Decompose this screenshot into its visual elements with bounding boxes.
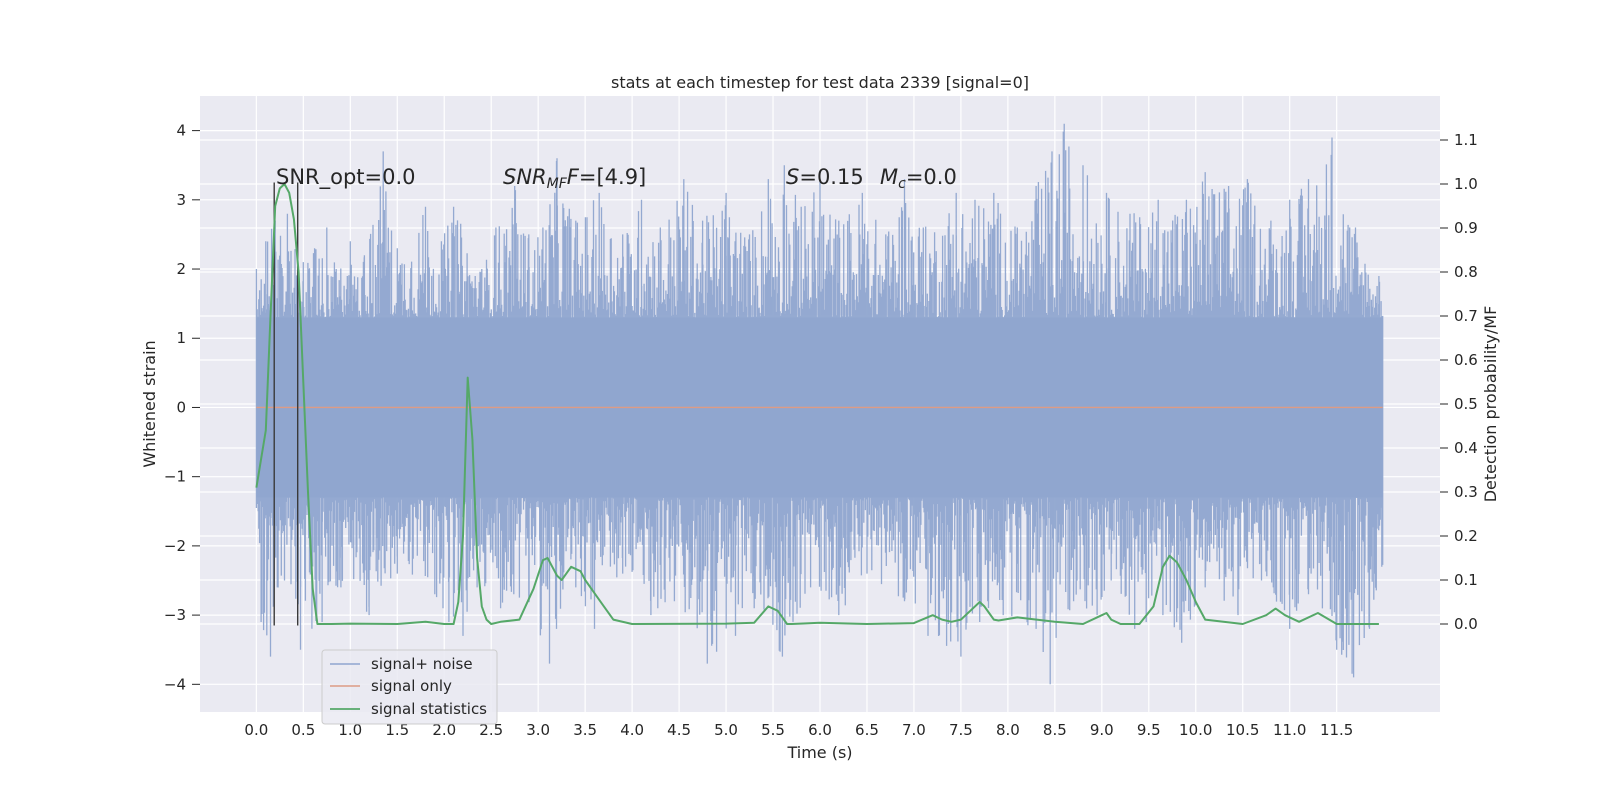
y-tick-label-right: 1.1: [1454, 131, 1478, 149]
annotation-s: S=0.15: [786, 165, 864, 189]
y-tick-label-left: 0: [176, 398, 186, 416]
y-tick-label-right: 1.0: [1454, 175, 1478, 193]
x-tick-label: 2.5: [479, 721, 503, 739]
annotation-s-symbol: S: [786, 165, 799, 189]
y-tick-label-left: 2: [176, 260, 186, 278]
x-tick-label: 2.0: [432, 721, 456, 739]
tick-labels: 0.0 0.5 1.0 1.5 2.0 2.5 3.0 3.5 4.0 4.5 5.0 5.5 6.0 6…: [164, 122, 1478, 739]
x-tick-label: 8.5: [1043, 721, 1067, 739]
x-tick-label: 5.5: [761, 721, 785, 739]
y-tick-label-right: 0.0: [1454, 615, 1478, 633]
legend: signal+ noise signal only signal statist…: [321, 649, 498, 725]
y-tick-label-right: 0.5: [1454, 395, 1478, 413]
x-tick-label: 4.0: [620, 721, 644, 739]
x-axis-label: Time (s): [786, 743, 852, 762]
x-tick-label: 7.5: [949, 721, 973, 739]
x-tick-label: 1.0: [338, 721, 362, 739]
legend-box: [321, 649, 498, 725]
y-tick-label-right: 0.4: [1454, 439, 1478, 457]
annotation-s-value: =0.15: [799, 165, 863, 189]
y-tick-label-left: 1: [176, 329, 186, 347]
x-tick-label: 5.0: [714, 721, 738, 739]
x-tick-label: 11.0: [1273, 721, 1306, 739]
y-tick-label-right: 0.9: [1454, 219, 1478, 237]
y-tick-label-left: 4: [176, 122, 186, 140]
x-tick-label: 7.0: [902, 721, 926, 739]
annotation-snr-mf-f: F: [567, 165, 580, 189]
y-tick-label-left: 3: [176, 191, 186, 209]
y-tick-label-right: 0.8: [1454, 263, 1478, 281]
signal-statistics-line: [255, 183, 1379, 625]
y-tick-label-left: −1: [164, 468, 186, 486]
annotation-mc-symbol: M: [880, 165, 898, 189]
x-tick-label: 0.5: [291, 721, 315, 739]
y-tick-label-left: −4: [164, 675, 186, 693]
annotation-snr-opt: SNR_opt=0.0: [276, 165, 416, 190]
legend-label-signal-plus-noise: signal+ noise: [371, 655, 473, 673]
y-tick-label-right: 0.6: [1454, 351, 1478, 369]
noise-trace: [255, 123, 1384, 685]
y-axis-label-right: Detection probability/MF: [1481, 306, 1500, 503]
x-tick-label: 0.0: [244, 721, 268, 739]
y-tick-label-right: 0.1: [1454, 571, 1478, 589]
x-tick-label: 11.5: [1320, 721, 1353, 739]
x-tick-label: 4.5: [667, 721, 691, 739]
x-tick-label: 9.0: [1090, 721, 1114, 739]
y-axis-label-left: Whitened strain: [140, 340, 159, 467]
annotation-mc: Mc=0.0: [880, 165, 957, 192]
y-tick-label-left: −2: [164, 537, 186, 555]
x-tick-label: 10.5: [1226, 721, 1259, 739]
legend-label-signal-statistics: signal statistics: [371, 700, 487, 718]
annotation-mc-subscript: c: [898, 176, 906, 192]
annotations: SNR_opt=0.0 SNRMFF=[4.9] S=0.15 Mc=0.0: [276, 165, 957, 192]
annotation-snr-mf: SNRMFF=[4.9]: [503, 165, 646, 192]
y-tick-label-left: −3: [164, 606, 186, 624]
x-tick-label: 6.0: [808, 721, 832, 739]
annotation-snr-mf-subscript: MF: [547, 176, 568, 192]
x-tick-label: 9.5: [1137, 721, 1161, 739]
annotation-snr-mf-value: =[4.9]: [579, 165, 646, 189]
annotation-mc-value: =0.0: [906, 165, 957, 189]
annotation-snr-mf-symbol: SNR: [503, 165, 547, 189]
legend-label-signal-only: signal only: [371, 677, 452, 695]
x-tick-label: 3.0: [526, 721, 550, 739]
x-tick-label: 3.5: [573, 721, 597, 739]
x-tick-label: 8.0: [996, 721, 1020, 739]
x-tick-label: 6.5: [855, 721, 879, 739]
series-signal-statistics: [255, 183, 1379, 625]
x-tick-label: 10.0: [1179, 721, 1212, 739]
y-tick-label-right: 0.3: [1454, 483, 1478, 501]
chart-title: stats at each timestep for test data 233…: [611, 73, 1029, 92]
y-tick-label-right: 0.7: [1454, 307, 1478, 325]
y-tick-label-right: 0.2: [1454, 527, 1478, 545]
x-tick-label: 1.5: [385, 721, 409, 739]
